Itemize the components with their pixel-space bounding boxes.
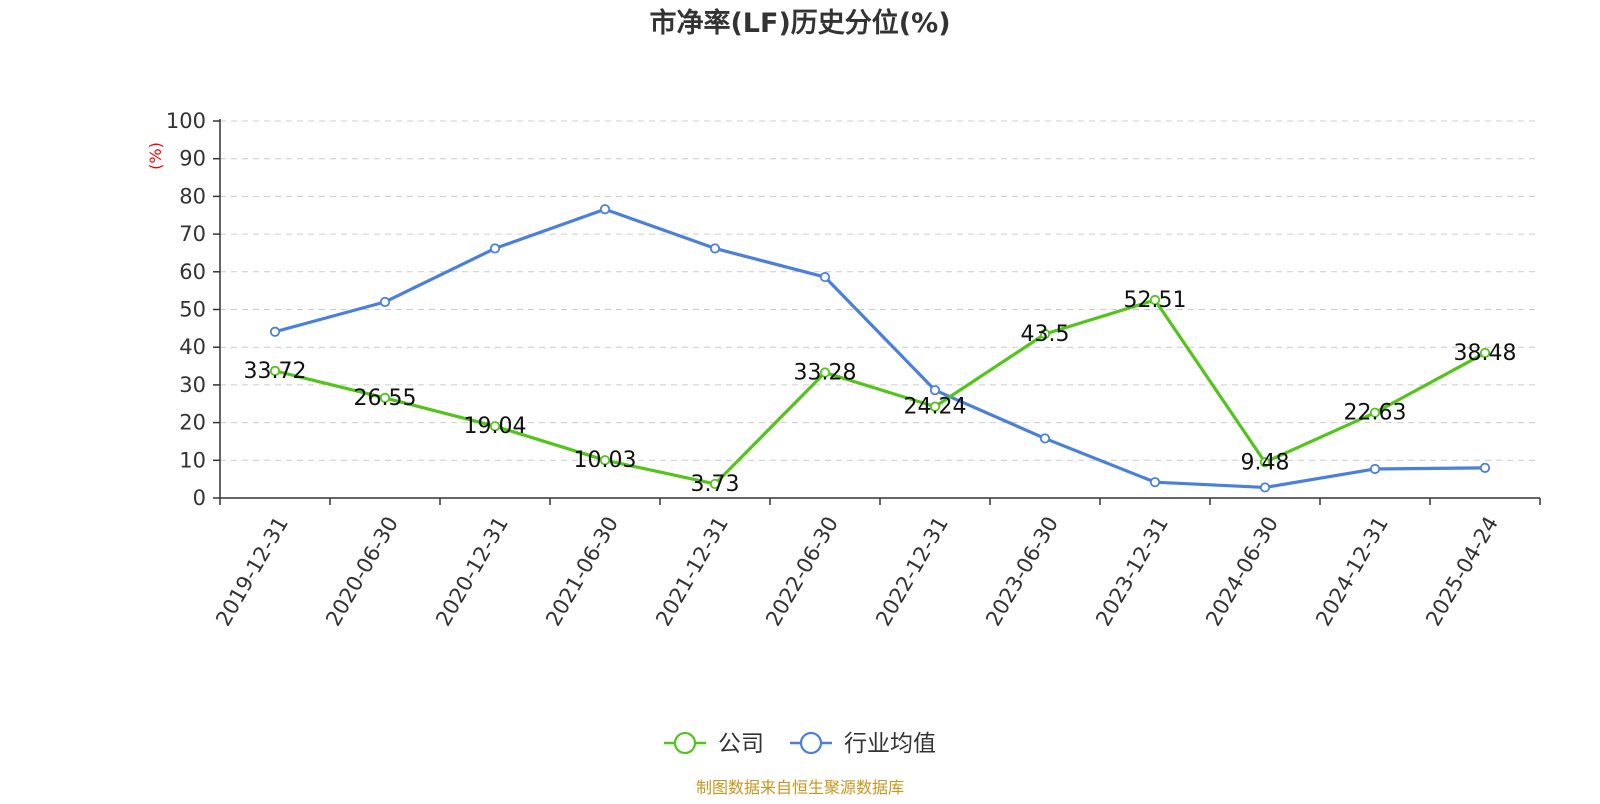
data-point <box>1039 328 1051 340</box>
data-label: 10.03 <box>574 448 637 473</box>
data-point <box>1149 294 1161 306</box>
data-point <box>269 326 281 337</box>
data-point <box>269 365 281 376</box>
data-point <box>819 367 831 378</box>
legend-marker <box>799 731 823 755</box>
data-label: 52.51 <box>1124 288 1187 313</box>
legend[interactable]: 公司 行业均值 <box>664 731 936 757</box>
series-line-0 <box>273 298 1487 486</box>
x-tick-label: 2020-06-30 <box>321 512 403 630</box>
x-tick-label: 2024-12-31 <box>1311 512 1393 630</box>
x-tick-label: 2025-04-24 <box>1421 512 1503 630</box>
data-label: 33.28 <box>794 361 857 386</box>
series-layer <box>269 204 1491 493</box>
data-label: 3.73 <box>691 472 740 497</box>
data-label: 43.5 <box>1021 322 1070 347</box>
y-tick-label: 50 <box>179 298 206 322</box>
x-tick-label: 2021-12-31 <box>651 512 733 630</box>
data-point <box>1479 347 1491 359</box>
data-point <box>819 271 831 283</box>
series-line-1 <box>273 207 1487 490</box>
data-point <box>489 421 501 432</box>
data-point <box>709 478 721 490</box>
x-tick-label: 2023-12-31 <box>1091 512 1173 630</box>
legend-label: 行业均值 <box>844 731 936 757</box>
data-point <box>599 455 611 466</box>
data-point <box>929 401 941 412</box>
y-tick-label: 40 <box>179 335 206 359</box>
data-labels: 33.72 26.55 19.04 10.03 3.73 33.28 24.24 43.5 52… <box>244 288 1517 497</box>
chart-title: 市净率(LF)历史分位(%) <box>649 7 950 39</box>
data-point <box>1149 477 1161 488</box>
y-tick-label: 30 <box>179 373 206 397</box>
y-tick-label: 90 <box>179 147 206 171</box>
data-point <box>599 204 611 215</box>
y-tick-label: 10 <box>179 448 206 472</box>
data-point <box>1369 463 1381 475</box>
data-point <box>379 392 391 404</box>
data-label: 24.24 <box>904 395 967 420</box>
y-tick-label: 60 <box>179 260 206 284</box>
x-tick-label: 2022-12-31 <box>871 512 953 630</box>
legend-item-0[interactable]: 公司 <box>664 731 764 757</box>
y-tick-label: 100 <box>166 109 206 133</box>
data-point <box>1479 462 1491 473</box>
x-tick-label: 2023-06-30 <box>981 512 1063 630</box>
data-point <box>1259 457 1271 468</box>
y-tick-label: 0 <box>193 486 206 510</box>
x-tick-label: 2019-12-31 <box>211 512 293 630</box>
data-point <box>1039 433 1051 444</box>
data-point <box>1259 482 1271 493</box>
data-point <box>1369 407 1381 418</box>
grid-lines <box>220 120 1540 461</box>
data-label: 19.04 <box>464 414 527 439</box>
x-tick-label: 2024-06-30 <box>1201 512 1283 630</box>
legend-label: 公司 <box>718 731 764 757</box>
x-tick-label: 2021-06-30 <box>541 512 623 630</box>
data-point <box>379 296 391 308</box>
y-tick-label: 70 <box>179 222 206 246</box>
data-label: 33.72 <box>244 359 307 384</box>
data-label: 22.63 <box>1344 401 1407 426</box>
source-note: 制图数据来自恒生聚源数据库 <box>696 778 904 797</box>
data-point <box>709 243 721 254</box>
y-tick-label: 80 <box>179 184 206 208</box>
x-tick-label: 2020-12-31 <box>431 512 513 630</box>
y-axis-label: (%) <box>146 142 165 170</box>
data-label: 26.55 <box>354 386 417 411</box>
y-tick-label: 20 <box>179 411 206 435</box>
data-label: 9.48 <box>1241 450 1290 475</box>
legend-marker <box>673 731 697 755</box>
data-point <box>489 243 501 254</box>
legend-item-1[interactable]: 行业均值 <box>790 731 936 757</box>
data-point <box>929 385 941 396</box>
x-tick-label: 2022-06-30 <box>761 512 843 630</box>
data-label: 38.48 <box>1454 341 1517 366</box>
